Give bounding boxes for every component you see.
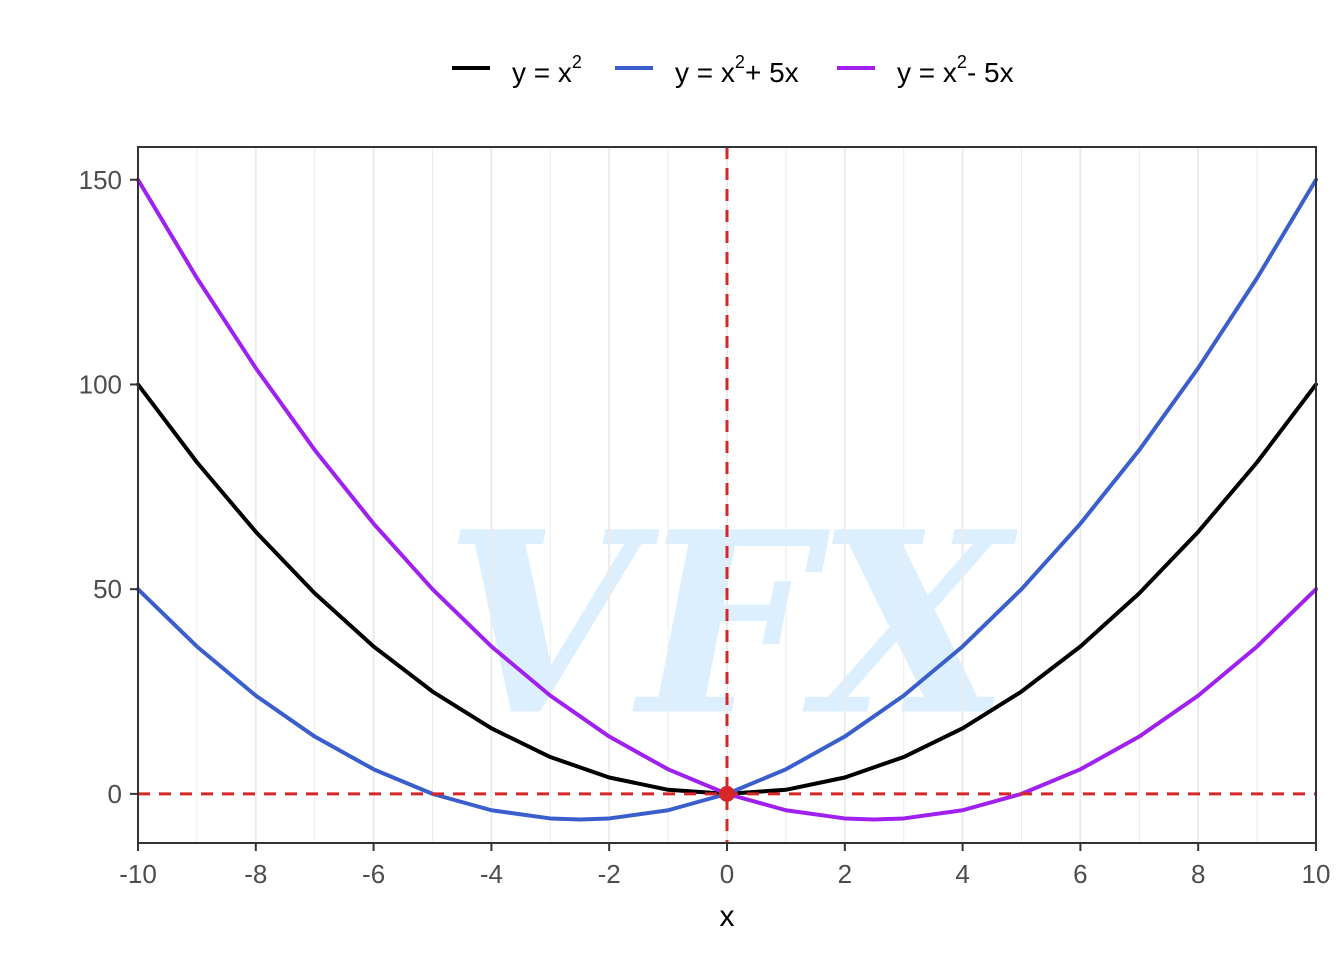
x-tick-label: -10 — [119, 859, 157, 889]
origin-point — [719, 785, 735, 802]
x-tick-label: 2 — [838, 859, 852, 889]
watermark-layer: VFX — [444, 477, 1018, 771]
x-tick-label: -6 — [362, 859, 385, 889]
x-tick-label: -2 — [598, 859, 621, 889]
legend-label-2: y = x2+ 5x — [675, 52, 799, 88]
x-tick-label: -8 — [244, 859, 267, 889]
x-axis: -10 -8 -6 -4 -2 0 2 4 6 8 10 — [119, 843, 1330, 889]
x-tick-label: 10 — [1302, 859, 1331, 889]
watermark: VFX — [444, 477, 1018, 771]
legend-label-1: y = x2 — [512, 52, 582, 88]
y-tick-label: 50 — [93, 574, 122, 604]
legend-label-3: y = x2- 5x — [897, 52, 1014, 88]
x-axis-title: x — [720, 900, 735, 933]
y-tick-label: 0 — [108, 779, 122, 809]
x-tick-label: 0 — [720, 859, 734, 889]
y-tick-label: 150 — [79, 165, 122, 195]
reference-lines — [138, 147, 1316, 843]
series-line-3 — [136, 177, 1318, 822]
y-tick-label: 100 — [79, 369, 122, 399]
x-tick-label: 4 — [955, 859, 969, 889]
x-tick-label: -4 — [480, 859, 503, 889]
x-tick-label: 8 — [1191, 859, 1205, 889]
legend: y = x2 y = x2+ 5x y = x2- 5x — [452, 52, 1014, 88]
series-line-2 — [136, 177, 1318, 822]
x-tick-label: 6 — [1073, 859, 1087, 889]
y-axis: 0 50 100 150 — [79, 165, 138, 809]
